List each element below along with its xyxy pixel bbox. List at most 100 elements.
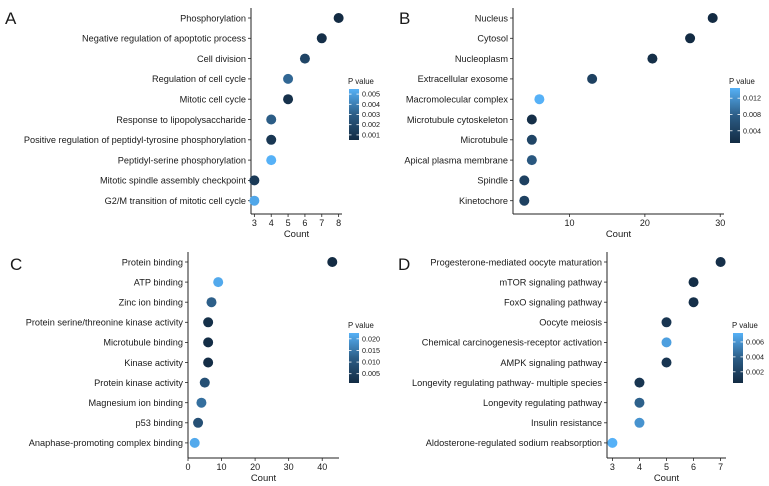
panel-c: C Protein binding ATP binding Zinc ion bind… <box>10 252 380 484</box>
data-point <box>193 417 204 428</box>
term-label: Protein kinase activity <box>94 378 183 388</box>
data-point <box>299 53 310 64</box>
data-point <box>196 397 207 408</box>
term-label: Kinetochore <box>459 196 508 206</box>
term-label: Apical plasma membrane <box>404 155 508 165</box>
data-point <box>688 277 699 288</box>
term-label: Response to lipopolysaccharide <box>116 115 246 125</box>
x-axis-title: Count <box>251 473 277 484</box>
legend-colorbar <box>349 89 359 140</box>
term-label: AMPK signaling pathway <box>500 358 602 368</box>
data-point <box>266 134 277 145</box>
data-point <box>661 317 672 328</box>
term-label: Regulation of cell cycle <box>152 74 246 84</box>
data-point <box>661 357 672 368</box>
data-point <box>526 134 537 145</box>
data-point <box>688 297 699 308</box>
data-point <box>707 13 718 23</box>
term-label: Cell division <box>197 54 246 64</box>
data-point <box>526 114 537 125</box>
term-label: Longevity regulating pathway <box>483 398 602 408</box>
term-label: Peptidyl-serine phosphorylation <box>118 155 246 165</box>
legend-title: P value <box>729 77 755 86</box>
term-label: Spindle <box>477 176 508 186</box>
x-tick-label: 8 <box>336 218 341 228</box>
term-label: Microtubule binding <box>103 338 183 348</box>
term-label: Macromolecular complex <box>406 95 509 105</box>
term-label: Progesterone-mediated oocyte maturation <box>430 257 602 267</box>
term-label: ATP binding <box>134 277 183 287</box>
term-label: Chemical carcinogenesis-receptor activat… <box>422 338 602 348</box>
x-tick-label: 5 <box>664 462 669 472</box>
legend-colorbar <box>730 88 740 143</box>
x-tick-label: 4 <box>637 462 642 472</box>
data-point <box>327 257 338 267</box>
legend-colorbar <box>349 333 359 383</box>
legend-tick-label: 0.003 <box>362 110 380 119</box>
data-point <box>519 195 530 206</box>
x-tick-label: 40 <box>317 462 327 472</box>
term-label: Microtubule cytoskeleton <box>407 115 508 125</box>
data-point <box>249 195 260 206</box>
term-label: Extracellular exosome <box>418 74 508 84</box>
x-tick-label: 4 <box>269 218 274 228</box>
legend-tick-label: 0.005 <box>362 369 380 378</box>
legend-tick-label: 0.005 <box>362 90 380 99</box>
x-tick-label: 10 <box>565 218 575 228</box>
legend-title: P value <box>732 321 758 330</box>
data-point <box>249 175 260 186</box>
term-label: G2/M transition of mitotic cell cycle <box>105 196 246 206</box>
legend-title: P value <box>348 321 374 330</box>
x-tick-label: 6 <box>302 218 307 228</box>
x-tick-label: 30 <box>715 218 725 228</box>
legend-tick-label: 0.004 <box>743 126 761 135</box>
term-label: Longevity regulating pathway- multiple s… <box>412 378 602 388</box>
data-point <box>587 73 598 84</box>
data-point <box>634 377 645 388</box>
panel-d: D Progesterone-mediated oocyte maturation… <box>398 252 764 484</box>
x-axis-title: Count <box>284 229 310 240</box>
data-point <box>534 94 545 105</box>
term-label: Nucleus <box>475 13 509 23</box>
x-tick-label: 30 <box>284 462 294 472</box>
term-label: Aldosterone-regulated sodium reabsorptio… <box>426 438 602 448</box>
data-point <box>283 94 294 105</box>
data-point <box>647 53 658 64</box>
x-tick-label: 3 <box>252 218 257 228</box>
data-point <box>333 13 344 23</box>
x-tick-label: 6 <box>691 462 696 472</box>
term-label: Magnesium ion binding <box>89 398 184 408</box>
legend-tick-label: 0.002 <box>746 367 764 376</box>
legend-tick-label: 0.010 <box>362 358 380 367</box>
term-label: Mitotic cell cycle <box>180 95 246 105</box>
x-tick-label: 7 <box>718 462 723 472</box>
data-point <box>634 397 645 408</box>
term-label: Protein binding <box>122 257 183 267</box>
x-tick-label: 0 <box>185 462 190 472</box>
x-tick-label: 10 <box>217 462 227 472</box>
x-tick-label: 20 <box>640 218 650 228</box>
x-axis-title: Count <box>654 473 680 484</box>
panel-letter: B <box>399 9 410 28</box>
data-point <box>266 114 277 125</box>
term-label: Negative regulation of apoptotic process <box>82 34 246 44</box>
x-tick-label: 3 <box>610 462 615 472</box>
data-point <box>203 317 214 328</box>
x-tick-label: 20 <box>250 462 260 472</box>
data-point <box>199 377 210 388</box>
data-point <box>266 155 277 166</box>
data-point <box>661 337 672 348</box>
term-label: Phosphorylation <box>180 13 246 23</box>
panel-letter: C <box>10 255 22 274</box>
data-point <box>607 437 618 448</box>
term-label: Cytosol <box>477 34 508 44</box>
panel-a: A Phosphorylation Negative regulation of a… <box>5 8 380 240</box>
data-point <box>634 417 645 428</box>
term-label: Protein serine/threonine kinase activity <box>26 318 184 328</box>
data-point <box>203 357 214 368</box>
data-point <box>213 277 224 288</box>
legend-tick-label: 0.004 <box>746 352 764 361</box>
legend-tick-label: 0.006 <box>746 337 764 346</box>
x-axis-title: Count <box>606 229 632 240</box>
